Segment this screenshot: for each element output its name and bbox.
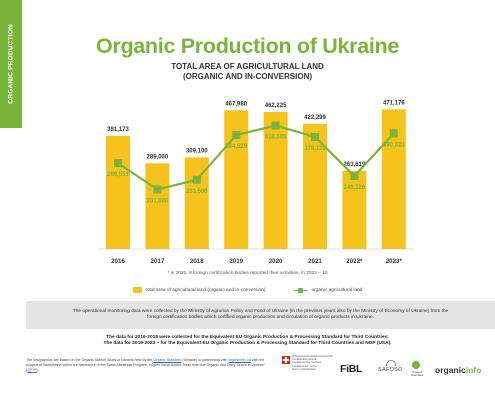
organic-line (117, 124, 395, 191)
source-line-2: The data for 2019-2023 – for the Equival… (103, 341, 392, 347)
info-band: The operational monitoring data were col… (26, 301, 495, 329)
x-tick-label-7: 2023* (386, 258, 403, 265)
line-value-label-0: 289,551 (107, 172, 129, 178)
bar-0 (106, 136, 130, 249)
legend-line-swatch (293, 287, 308, 293)
bar-value-label-3: 467,980 (225, 101, 247, 107)
credit-part-3: with the support of Switzerland within t… (26, 358, 266, 372)
line-value-label-4: 416,585 (265, 135, 287, 141)
organicinfo-link[interactable]: organicinfo.ua (228, 358, 251, 362)
credit-part-1: The infographics are based on the Organi… (26, 358, 154, 362)
bar-value-label-4: 462,225 (265, 103, 287, 109)
chart-legend: total area of agricultural land (organic… (0, 287, 495, 293)
chart-subtitle-line2: (ORGANIC AND IN-CONVERSION) (182, 72, 313, 81)
bar-2 (184, 157, 209, 249)
chart-subtitle: TOTAL AREA OF AGRICULTURAL LAND (ORGANIC… (0, 62, 495, 82)
legend-line-label: organic agricultural land (311, 287, 363, 293)
page-title: Organic Production of Ukraine (95, 34, 400, 58)
safoso-mark-icon (386, 360, 396, 366)
safoso-logo: SAFOSO (378, 367, 403, 373)
qftp-link[interactable]: QFTP (27, 368, 37, 372)
bar-value-label-0: 381,173 (107, 127, 129, 133)
line-point-2 (192, 175, 201, 184)
line-point-5 (311, 132, 319, 141)
x-tick-label-2: 2018 (190, 258, 204, 265)
organic-standard-logo: Organic Standard (410, 370, 424, 378)
organic-standard-link[interactable]: Organic Standard (153, 358, 182, 362)
source-line-1: The data for 2016-2018 were collected fo… (106, 335, 389, 340)
organicinfo-logo-b: info (465, 365, 482, 375)
line-point-4 (271, 121, 280, 130)
legend-bar-label: total area of agricultural land (organic… (145, 287, 266, 293)
credit-text: The infographics are based on the Organi… (26, 358, 276, 373)
line-value-label-3: 384,529 (225, 144, 247, 150)
swiss-flag-icon (282, 356, 290, 364)
area-chart: 381,173 289,000 309,100 467,980 462,225 422,2… (98, 100, 414, 265)
organic-standard-leaf-icon (412, 361, 420, 369)
line-point-1 (153, 185, 162, 194)
legend-bar-swatch (132, 287, 142, 293)
info-band-text: The operational monitoring data were col… (72, 308, 449, 320)
bar-5 (303, 123, 327, 249)
x-tick-label-5: 2021 (308, 258, 322, 265)
legend-item-bar: total area of agricultural land (organic… (132, 287, 266, 293)
credit-part-4: ). (36, 368, 39, 372)
line-value-label-5: 378,110 (304, 146, 326, 152)
bar-4 (263, 112, 288, 249)
bar-value-label-7: 471,176 (383, 100, 405, 106)
organicinfo-logo: organicinfo (435, 365, 481, 375)
line-value-label-7: 390,023 (383, 142, 405, 148)
x-tick-label-4: 2020 (269, 258, 283, 265)
bar-value-label-6: 263,619 (344, 162, 366, 168)
x-tick-label-3: 2019 (229, 258, 243, 265)
bar-6 (342, 170, 367, 249)
bar-1 (145, 163, 170, 249)
line-value-label-1: 201,000 (147, 198, 169, 204)
partner-logos: Schweizerische Eidgenossenschaft Confédé… (282, 352, 495, 382)
line-point-0 (114, 159, 122, 168)
fibl-logo: FiBL (340, 363, 363, 375)
line-point-7 (389, 129, 398, 138)
line-value-label-6: 246,126 (344, 185, 366, 191)
legend-item-line: organic agricultural land (293, 287, 363, 293)
swiss-confederation-logo: Schweizerische Eidgenossenschaft Confédé… (292, 355, 334, 371)
line-value-label-2: 233,500 (186, 189, 208, 195)
line-point-3 (232, 131, 241, 140)
side-tab: ORGANIC PRODUCTION (0, 0, 22, 128)
credit-part-2: (Ukraine) in partnership with (181, 358, 229, 362)
chart-subtitle-line1: TOTAL AREA OF AGRICULTURAL LAND (171, 62, 324, 71)
organicinfo-logo-a: organic (435, 365, 466, 375)
bar-value-label-1: 289,000 (147, 154, 169, 160)
bar-value-label-5: 422,299 (304, 115, 326, 121)
x-tick-label-6: 2022* (346, 258, 363, 265)
x-tick-label-0: 2016 (111, 258, 125, 265)
bar-value-label-2: 309,100 (186, 148, 208, 154)
footnote: * in 2022, 8 foreign certification bodie… (167, 271, 328, 276)
x-tick-label-1: 2017 (151, 258, 165, 265)
swiss-logo-text: Schweizerische Eidgenossenschaft Confédé… (292, 355, 333, 368)
source-note: The data for 2016-2018 were collected fo… (0, 335, 495, 348)
line-point-6 (350, 172, 359, 181)
swiss-logo-subtext: Swiss Confederation (292, 367, 316, 371)
